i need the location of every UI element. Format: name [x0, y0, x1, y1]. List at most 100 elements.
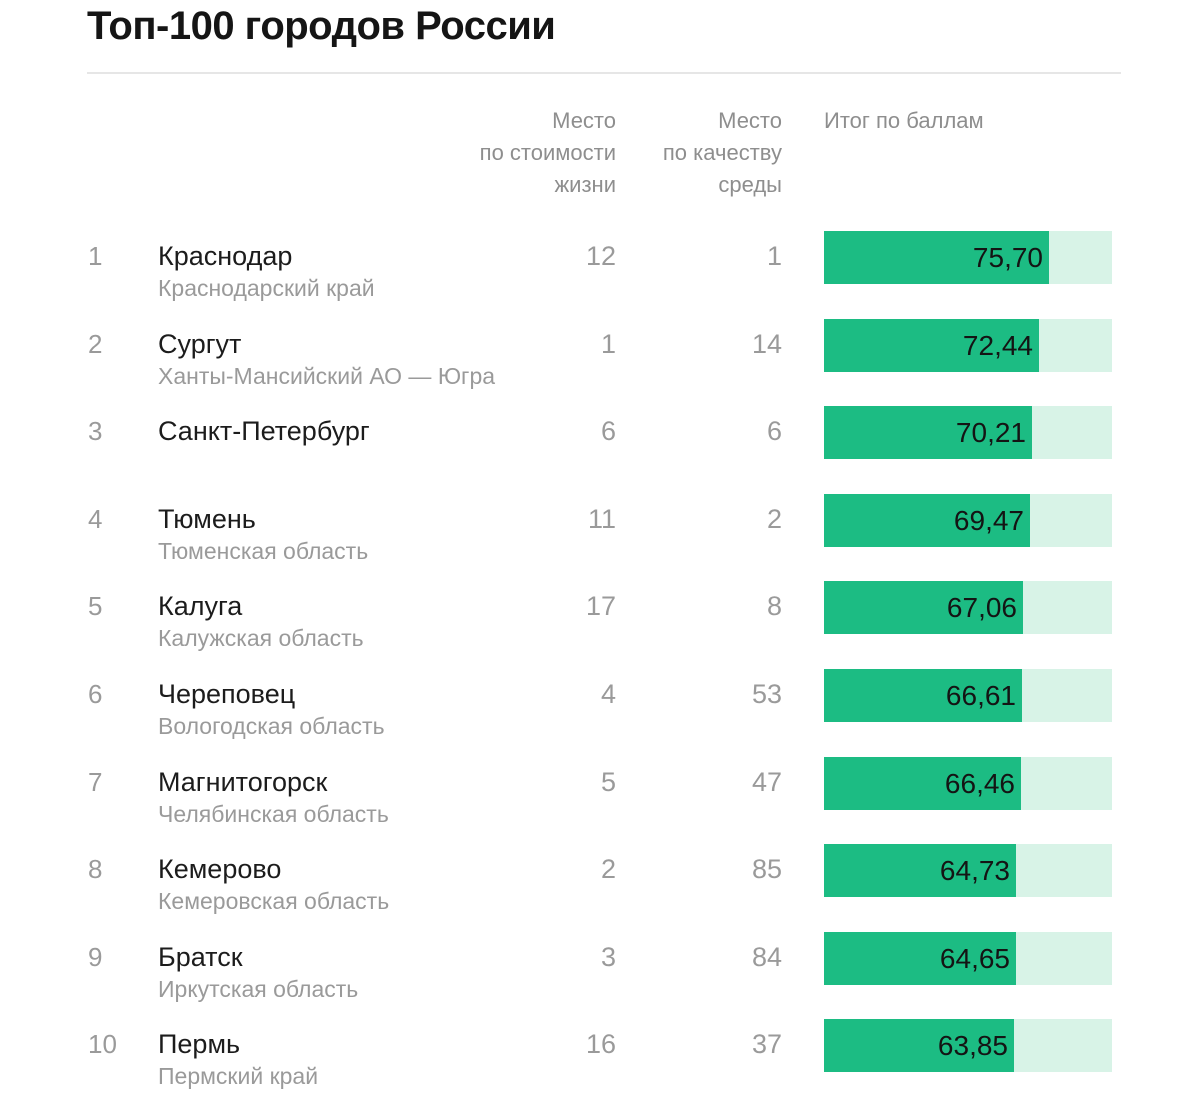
score-value: 64,73 [939, 855, 1010, 886]
region-name: Кемеровская область [158, 888, 390, 914]
table-row: 4 Тюмень Тюменская область 11 2 69,47 [0, 494, 1200, 582]
environment-quality-place: 1 [766, 241, 782, 271]
score-bar-fill [824, 581, 1023, 634]
cost-of-living-place: 17 [585, 591, 616, 621]
score-value: 67,06 [946, 592, 1017, 623]
score-bar-track: 70,21 [824, 406, 1112, 459]
header-quality-line-1: Место [718, 108, 782, 133]
table-row: 8 Кемерово Кемеровская область 2 85 64,73 [0, 844, 1200, 932]
score-value: 72,44 [962, 330, 1033, 361]
score-bar-track: 64,65 [824, 932, 1112, 985]
region-name: Тюменская область [158, 538, 369, 564]
rank-number: 6 [88, 679, 103, 709]
table-row: 2 Сургут Ханты-Мансийский АО — Югра 1 14 72,4… [0, 319, 1200, 407]
score-bar-fill [824, 406, 1032, 459]
rank-number: 9 [88, 942, 103, 972]
region-name: Иркутская область [158, 976, 359, 1002]
environment-quality-place: 2 [766, 504, 782, 534]
rank-number: 3 [88, 416, 103, 446]
header-quality-line-3: среды [718, 172, 782, 197]
region-name: Ханты-Мансийский АО — Югра [158, 363, 496, 389]
rank-number: 4 [88, 504, 103, 534]
city-name: Калуга [158, 591, 243, 621]
city-name: Краснодар [158, 241, 293, 271]
rank-number: 5 [88, 591, 103, 621]
city-name: Братск [158, 942, 243, 972]
cost-of-living-place: 6 [600, 416, 616, 446]
city-name: Санкт-Петербург [158, 416, 370, 446]
environment-quality-place: 8 [766, 591, 782, 621]
environment-quality-place: 53 [751, 679, 782, 709]
city-name: Череповец [158, 679, 296, 709]
cost-of-living-place: 2 [600, 854, 616, 884]
header-cost-line-3: жизни [554, 172, 616, 197]
score-bar-track: 67,06 [824, 581, 1112, 634]
score-bar-fill [824, 844, 1016, 897]
score-value: 64,65 [939, 943, 1010, 974]
table-row: 6 Череповец Вологодская область 4 53 66,61 [0, 669, 1200, 757]
score-bar-fill [824, 669, 1022, 722]
city-name: Магнитогорск [158, 767, 328, 797]
score-bar-track: 69,47 [824, 494, 1112, 547]
region-name: Челябинская область [158, 801, 389, 827]
rank-number: 8 [88, 854, 103, 884]
rank-number: 1 [88, 241, 103, 271]
cost-of-living-place: 11 [587, 504, 616, 534]
rank-number: 10 [88, 1029, 117, 1059]
table-row: 7 Магнитогорск Челябинская область 5 47 66,46 [0, 757, 1200, 845]
cost-of-living-place: 16 [585, 1029, 616, 1059]
environment-quality-place: 47 [751, 767, 782, 797]
region-name: Вологодская область [158, 713, 385, 739]
cost-of-living-place: 12 [585, 241, 616, 271]
score-bar-track: 75,70 [824, 231, 1112, 284]
header-total-score: Итог по баллам [824, 108, 984, 133]
environment-quality-place: 85 [751, 854, 782, 884]
score-bar-track: 66,61 [824, 669, 1112, 722]
header-cost-of-living: Место по стоимости жизни [420, 105, 616, 201]
score-bar-fill [824, 932, 1016, 985]
table-row: 1 Краснодар Краснодарский край 12 1 75,70 [0, 231, 1200, 319]
score-bar-fill [824, 1019, 1014, 1072]
score-bar-fill [824, 319, 1039, 372]
cost-of-living-place: 5 [600, 767, 616, 797]
region-name: Пермский край [158, 1063, 319, 1089]
score-bar-track: 66,46 [824, 757, 1112, 810]
title-divider [87, 72, 1121, 74]
score-value: 70,21 [955, 417, 1026, 448]
cost-of-living-place: 3 [600, 942, 616, 972]
city-name: Сургут [158, 329, 242, 359]
header-cost-line-1: Место [552, 108, 616, 133]
rank-number: 2 [88, 329, 103, 359]
score-value: 69,47 [953, 505, 1024, 536]
page-title: Топ-100 городов России [87, 4, 556, 48]
region-name: Калужская область [158, 625, 364, 651]
table-row: 10 Пермь Пермский край 16 37 63,85 [0, 1019, 1200, 1107]
score-bar-track: 72,44 [824, 319, 1112, 372]
score-bar-track: 64,73 [824, 844, 1112, 897]
header-quality-line-2: по качеству [662, 140, 782, 165]
score-value: 66,46 [944, 768, 1015, 799]
cost-of-living-place: 1 [600, 329, 616, 359]
score-bar-fill [824, 494, 1030, 547]
score-bar-fill [824, 231, 1049, 284]
cost-of-living-place: 4 [600, 679, 616, 709]
environment-quality-place: 84 [751, 942, 782, 972]
header-cost-line-2: по стоимости [479, 140, 616, 165]
score-value: 63,85 [937, 1030, 1008, 1061]
city-name: Тюмень [158, 504, 256, 534]
table-row: 5 Калуга Калужская область 17 8 67,06 [0, 581, 1200, 669]
city-name: Пермь [158, 1029, 241, 1059]
table-row: 3 Санкт-Петербург 6 6 70,21 [0, 406, 1200, 494]
score-value: 75,70 [972, 242, 1043, 273]
table-row: 9 Братск Иркутская область 3 84 64,65 [0, 932, 1200, 1020]
city-name: Кемерово [158, 854, 282, 884]
rank-number: 7 [88, 767, 103, 797]
header-environment-quality: Место по качеству среды [620, 105, 782, 201]
environment-quality-place: 37 [751, 1029, 782, 1059]
region-name: Краснодарский край [158, 275, 375, 301]
environment-quality-place: 6 [766, 416, 782, 446]
environment-quality-place: 14 [751, 329, 782, 359]
score-bar-track: 63,85 [824, 1019, 1112, 1072]
score-bar-fill [824, 757, 1021, 810]
score-value: 66,61 [945, 680, 1016, 711]
